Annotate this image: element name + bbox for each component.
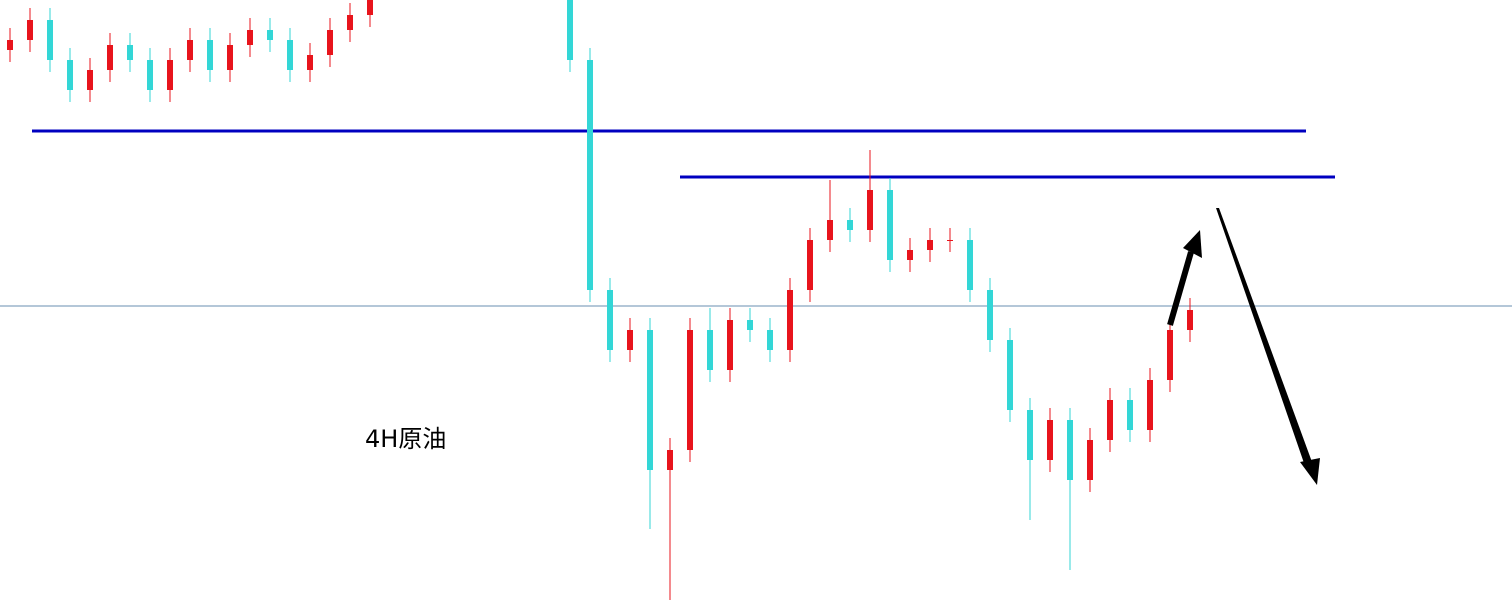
candle-body <box>987 290 993 340</box>
candle-body <box>7 40 13 50</box>
candle-body <box>587 60 593 290</box>
candle-body <box>847 220 853 230</box>
candle-body <box>1127 400 1133 430</box>
candle-body <box>47 20 53 60</box>
candle-body <box>727 320 733 370</box>
down-arrow-head <box>1300 458 1320 485</box>
candle-body <box>807 240 813 290</box>
candle-body <box>767 330 773 350</box>
candle-body <box>1067 420 1073 480</box>
candle-body <box>1167 330 1173 380</box>
candle-body <box>27 20 33 40</box>
candle-body <box>187 40 193 60</box>
candle-body <box>827 220 833 240</box>
candle-body <box>207 40 213 70</box>
candle-body <box>147 60 153 90</box>
candle-body <box>1107 400 1113 440</box>
down-arrow-shaft <box>1216 208 1312 466</box>
candle-body <box>687 330 693 450</box>
candle-body <box>967 240 973 290</box>
candle-body <box>1007 340 1013 410</box>
candle-body <box>167 60 173 90</box>
candle-body <box>1047 420 1053 460</box>
candle-body <box>127 45 133 60</box>
candle-body <box>647 330 653 470</box>
annotation: 4H原油 <box>365 425 446 453</box>
candle-body <box>227 45 233 70</box>
level-lines <box>0 129 1512 307</box>
candle-body <box>927 240 933 250</box>
candle-body <box>327 30 333 55</box>
up-arrow-head <box>1183 230 1202 258</box>
candle-body <box>307 55 313 70</box>
candle-body <box>867 190 873 230</box>
candle-body <box>107 45 113 70</box>
candle-body <box>607 290 613 350</box>
candle-body <box>1147 380 1153 430</box>
candle-body <box>887 190 893 260</box>
candle-body <box>567 0 573 60</box>
candle-body <box>1187 310 1193 330</box>
candle-body <box>347 15 353 30</box>
up-arrow-shaft <box>1167 251 1194 326</box>
candle-body <box>247 30 253 45</box>
candle-body <box>67 60 73 90</box>
candle-body <box>667 450 673 470</box>
candle-body <box>367 0 373 15</box>
candle-body <box>287 40 293 70</box>
candle-body <box>787 290 793 350</box>
candle-body <box>627 330 633 350</box>
candle-body <box>87 70 93 90</box>
candle-body <box>267 30 273 40</box>
candle-body <box>1027 410 1033 460</box>
candle-body <box>907 250 913 260</box>
candle-body <box>747 320 753 330</box>
candle-body <box>947 240 953 241</box>
candle-body <box>707 330 713 370</box>
candles <box>7 0 1193 600</box>
arrows <box>1167 208 1320 485</box>
candle-body <box>1087 440 1093 480</box>
